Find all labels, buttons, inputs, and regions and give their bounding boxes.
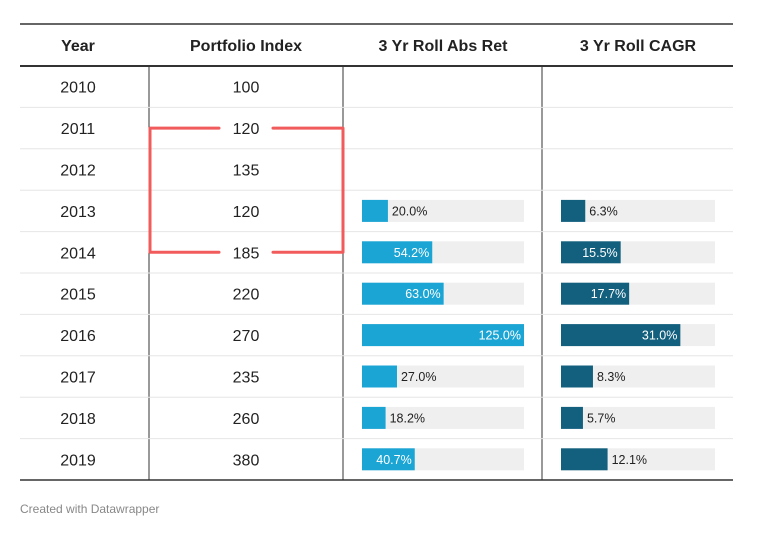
footer-credit: Created with Datawrapper bbox=[20, 502, 159, 516]
index-cell: 380 bbox=[233, 452, 260, 469]
index-cell: 135 bbox=[233, 163, 260, 180]
abs-ret-bar bbox=[362, 282, 444, 305]
table-grid bbox=[20, 23, 733, 481]
index-cell: 120 bbox=[233, 121, 260, 138]
year-cell: 2018 bbox=[60, 411, 96, 428]
abs-ret-label: 40.7% bbox=[376, 453, 411, 467]
column-header: 3 Yr Roll Abs Ret bbox=[379, 38, 509, 55]
index-cell: 220 bbox=[233, 287, 260, 304]
cagr-track bbox=[561, 365, 715, 388]
cagr-bar bbox=[561, 448, 608, 471]
highlight-bracket-left bbox=[148, 126, 221, 254]
cagr-label: 8.3% bbox=[597, 370, 626, 384]
year-cell: 2017 bbox=[60, 370, 96, 387]
highlight-bracket-right bbox=[271, 126, 345, 254]
year-cell: 2016 bbox=[60, 328, 96, 345]
abs-ret-bar bbox=[362, 406, 386, 429]
year-cell: 2015 bbox=[60, 287, 96, 304]
cagr-label: 15.5% bbox=[582, 246, 617, 260]
index-cell: 185 bbox=[233, 245, 260, 262]
cagr-bar bbox=[561, 241, 621, 264]
cagr-label: 31.0% bbox=[642, 329, 677, 343]
abs-ret-bar bbox=[362, 448, 415, 471]
index-cell: 260 bbox=[233, 411, 260, 428]
header-row: Year Portfolio Index 3 Yr Roll Abs Ret 3 Yr… bbox=[61, 38, 696, 55]
column-header: Portfolio Index bbox=[190, 38, 302, 55]
year-cell: 2012 bbox=[60, 163, 96, 180]
column-header: Year bbox=[61, 38, 95, 55]
abs-ret-bar bbox=[362, 365, 397, 388]
abs-ret-label: 18.2% bbox=[390, 411, 425, 425]
abs-ret-bar bbox=[362, 199, 388, 222]
cagr-label: 12.1% bbox=[612, 453, 647, 467]
cagr-bar bbox=[561, 199, 586, 222]
abs-ret-label: 20.0% bbox=[392, 204, 427, 218]
abs-ret-track bbox=[362, 199, 524, 222]
table-body: 2010 100 2011 120 2012 135 2013 120 20.0% 6.3% 201… bbox=[60, 80, 715, 471]
cagr-label: 17.7% bbox=[591, 287, 626, 301]
abs-ret-track bbox=[362, 365, 524, 388]
highlight-bracket bbox=[148, 126, 345, 254]
abs-ret-label: 63.0% bbox=[405, 287, 440, 301]
abs-ret-bar bbox=[362, 241, 433, 264]
cagr-track bbox=[561, 199, 715, 222]
year-cell: 2019 bbox=[60, 452, 96, 469]
cagr-bar bbox=[561, 282, 630, 305]
cagr-label: 5.7% bbox=[587, 411, 616, 425]
year-cell: 2014 bbox=[60, 245, 96, 262]
abs-ret-label: 125.0% bbox=[479, 329, 521, 343]
abs-ret-label: 54.2% bbox=[394, 246, 429, 260]
abs-ret-track bbox=[362, 406, 524, 429]
column-header: 3 Yr Roll CAGR bbox=[580, 38, 697, 55]
abs-ret-label: 27.0% bbox=[401, 370, 436, 384]
cagr-track bbox=[561, 406, 715, 429]
index-cell: 100 bbox=[233, 80, 260, 97]
year-cell: 2011 bbox=[61, 121, 96, 138]
index-cell: 120 bbox=[233, 204, 260, 221]
cagr-bar bbox=[561, 324, 681, 347]
cagr-bar bbox=[561, 406, 583, 429]
cagr-bar bbox=[561, 365, 593, 388]
cagr-label: 6.3% bbox=[589, 204, 618, 218]
index-cell: 235 bbox=[233, 370, 260, 387]
year-cell: 2013 bbox=[60, 204, 96, 221]
year-cell: 2010 bbox=[60, 80, 96, 97]
index-cell: 270 bbox=[233, 328, 260, 345]
abs-ret-bar bbox=[362, 324, 524, 347]
